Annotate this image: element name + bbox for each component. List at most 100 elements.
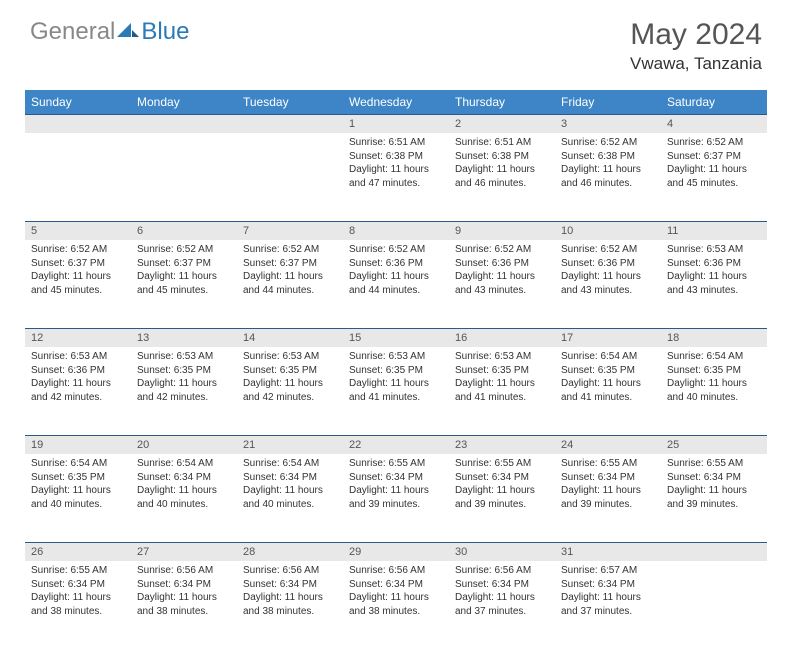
sunset-text: Sunset: 6:35 PM xyxy=(243,364,337,378)
day-number: 15 xyxy=(343,328,449,347)
day-number: 6 xyxy=(131,221,237,240)
day-number-cell: 29 xyxy=(343,542,449,561)
daylight-text: Daylight: 11 hours and 41 minutes. xyxy=(349,377,443,404)
sunrise-text: Sunrise: 6:52 AM xyxy=(561,136,655,150)
day-cell: Sunrise: 6:52 AMSunset: 6:36 PMDaylight:… xyxy=(449,240,555,328)
sunrise-text: Sunrise: 6:51 AM xyxy=(455,136,549,150)
day-details: Sunrise: 6:53 AMSunset: 6:35 PMDaylight:… xyxy=(237,347,343,410)
sunset-text: Sunset: 6:34 PM xyxy=(243,471,337,485)
day-number-cell: 2 xyxy=(449,114,555,133)
day-number-cell: 5 xyxy=(25,221,131,240)
sunset-text: Sunset: 6:36 PM xyxy=(667,257,761,271)
day-cell: Sunrise: 6:55 AMSunset: 6:34 PMDaylight:… xyxy=(25,561,131,649)
daylight-text: Daylight: 11 hours and 37 minutes. xyxy=(561,591,655,618)
week-content-row: Sunrise: 6:55 AMSunset: 6:34 PMDaylight:… xyxy=(25,561,767,649)
day-cell: Sunrise: 6:52 AMSunset: 6:38 PMDaylight:… xyxy=(555,133,661,221)
sunset-text: Sunset: 6:34 PM xyxy=(243,578,337,592)
brand-logo: General Blue xyxy=(30,18,189,46)
day-details: Sunrise: 6:54 AMSunset: 6:35 PMDaylight:… xyxy=(555,347,661,410)
sunset-text: Sunset: 6:34 PM xyxy=(349,471,443,485)
day-details: Sunrise: 6:52 AMSunset: 6:37 PMDaylight:… xyxy=(661,133,767,196)
daylight-text: Daylight: 11 hours and 47 minutes. xyxy=(349,163,443,190)
day-details xyxy=(25,133,131,142)
day-number-cell: 18 xyxy=(661,328,767,347)
day-number-cell: 4 xyxy=(661,114,767,133)
day-number: 4 xyxy=(661,114,767,133)
daylight-text: Daylight: 11 hours and 39 minutes. xyxy=(561,484,655,511)
day-details: Sunrise: 6:53 AMSunset: 6:36 PMDaylight:… xyxy=(661,240,767,303)
day-cell: Sunrise: 6:53 AMSunset: 6:35 PMDaylight:… xyxy=(343,347,449,435)
brand-part1: General xyxy=(30,18,115,46)
day-cell xyxy=(661,561,767,649)
sunset-text: Sunset: 6:36 PM xyxy=(561,257,655,271)
day-number: 17 xyxy=(555,328,661,347)
day-cell: Sunrise: 6:53 AMSunset: 6:36 PMDaylight:… xyxy=(25,347,131,435)
day-cell: Sunrise: 6:53 AMSunset: 6:35 PMDaylight:… xyxy=(449,347,555,435)
day-number: 9 xyxy=(449,221,555,240)
day-details: Sunrise: 6:55 AMSunset: 6:34 PMDaylight:… xyxy=(661,454,767,517)
calendar-table: SundayMondayTuesdayWednesdayThursdayFrid… xyxy=(25,90,767,649)
day-number-cell xyxy=(661,542,767,561)
day-details: Sunrise: 6:53 AMSunset: 6:35 PMDaylight:… xyxy=(449,347,555,410)
sunrise-text: Sunrise: 6:54 AM xyxy=(31,457,125,471)
week-daynum-row: 19202122232425 xyxy=(25,435,767,454)
day-number: 7 xyxy=(237,221,343,240)
daylight-text: Daylight: 11 hours and 43 minutes. xyxy=(455,270,549,297)
sunrise-text: Sunrise: 6:53 AM xyxy=(243,350,337,364)
day-number-cell: 25 xyxy=(661,435,767,454)
day-cell: Sunrise: 6:52 AMSunset: 6:37 PMDaylight:… xyxy=(237,240,343,328)
day-cell: Sunrise: 6:57 AMSunset: 6:34 PMDaylight:… xyxy=(555,561,661,649)
day-number-cell: 15 xyxy=(343,328,449,347)
day-number-cell: 23 xyxy=(449,435,555,454)
day-number: 25 xyxy=(661,435,767,454)
day-number-cell: 22 xyxy=(343,435,449,454)
day-details: Sunrise: 6:51 AMSunset: 6:38 PMDaylight:… xyxy=(449,133,555,196)
sunrise-text: Sunrise: 6:52 AM xyxy=(349,243,443,257)
sunrise-text: Sunrise: 6:52 AM xyxy=(243,243,337,257)
day-cell: Sunrise: 6:56 AMSunset: 6:34 PMDaylight:… xyxy=(449,561,555,649)
day-details: Sunrise: 6:56 AMSunset: 6:34 PMDaylight:… xyxy=(343,561,449,624)
day-details: Sunrise: 6:55 AMSunset: 6:34 PMDaylight:… xyxy=(25,561,131,624)
day-number-cell: 26 xyxy=(25,542,131,561)
day-details: Sunrise: 6:54 AMSunset: 6:34 PMDaylight:… xyxy=(237,454,343,517)
day-number: 10 xyxy=(555,221,661,240)
day-cell: Sunrise: 6:54 AMSunset: 6:35 PMDaylight:… xyxy=(555,347,661,435)
day-number-cell: 6 xyxy=(131,221,237,240)
daylight-text: Daylight: 11 hours and 41 minutes. xyxy=(561,377,655,404)
week-daynum-row: 262728293031 xyxy=(25,542,767,561)
week-content-row: Sunrise: 6:54 AMSunset: 6:35 PMDaylight:… xyxy=(25,454,767,542)
sunset-text: Sunset: 6:36 PM xyxy=(31,364,125,378)
day-number-cell: 31 xyxy=(555,542,661,561)
day-number: 18 xyxy=(661,328,767,347)
day-number-cell: 7 xyxy=(237,221,343,240)
day-number-cell xyxy=(131,114,237,133)
sunrise-text: Sunrise: 6:52 AM xyxy=(137,243,231,257)
day-details: Sunrise: 6:55 AMSunset: 6:34 PMDaylight:… xyxy=(343,454,449,517)
daylight-text: Daylight: 11 hours and 38 minutes. xyxy=(349,591,443,618)
day-details: Sunrise: 6:52 AMSunset: 6:37 PMDaylight:… xyxy=(237,240,343,303)
day-number: 27 xyxy=(131,542,237,561)
sunset-text: Sunset: 6:34 PM xyxy=(455,471,549,485)
day-number: 13 xyxy=(131,328,237,347)
daylight-text: Daylight: 11 hours and 45 minutes. xyxy=(31,270,125,297)
day-cell: Sunrise: 6:54 AMSunset: 6:34 PMDaylight:… xyxy=(237,454,343,542)
day-number-cell: 17 xyxy=(555,328,661,347)
sunrise-text: Sunrise: 6:53 AM xyxy=(137,350,231,364)
day-number: 26 xyxy=(25,542,131,561)
day-number: 1 xyxy=(343,114,449,133)
sunrise-text: Sunrise: 6:52 AM xyxy=(455,243,549,257)
sunrise-text: Sunrise: 6:55 AM xyxy=(561,457,655,471)
daylight-text: Daylight: 11 hours and 39 minutes. xyxy=(349,484,443,511)
sunrise-text: Sunrise: 6:52 AM xyxy=(31,243,125,257)
day-number: 11 xyxy=(661,221,767,240)
week-daynum-row: 567891011 xyxy=(25,221,767,240)
day-number: 20 xyxy=(131,435,237,454)
day-number-cell xyxy=(237,114,343,133)
sunset-text: Sunset: 6:37 PM xyxy=(667,150,761,164)
sunrise-text: Sunrise: 6:53 AM xyxy=(31,350,125,364)
day-cell: Sunrise: 6:55 AMSunset: 6:34 PMDaylight:… xyxy=(343,454,449,542)
day-number-cell: 13 xyxy=(131,328,237,347)
day-cell: Sunrise: 6:56 AMSunset: 6:34 PMDaylight:… xyxy=(131,561,237,649)
day-number: 16 xyxy=(449,328,555,347)
day-number-cell xyxy=(25,114,131,133)
